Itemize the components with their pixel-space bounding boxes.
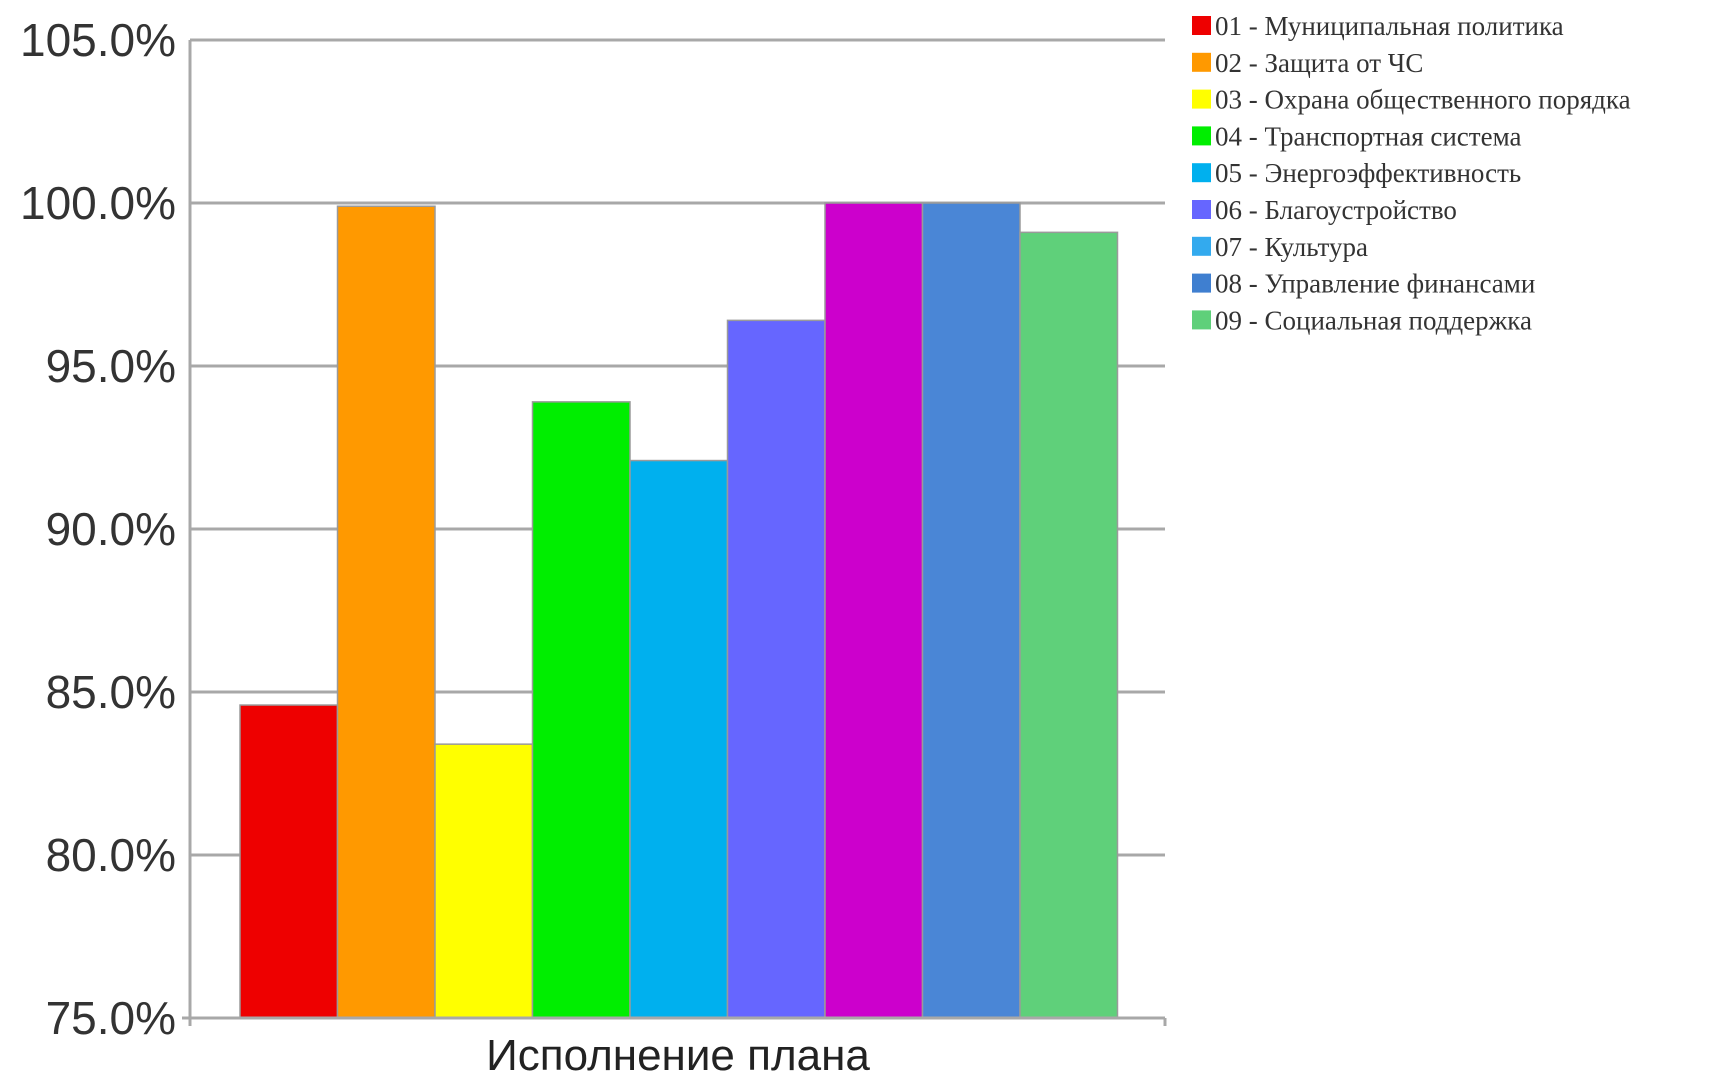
- legend-label: 05 - Энергоэффективность: [1215, 158, 1521, 188]
- y-tick-label: 105.0%: [20, 14, 176, 66]
- legend-swatch: [1192, 236, 1211, 256]
- axes: [182, 40, 1167, 1026]
- legend-label: 07 - Культура: [1215, 232, 1368, 262]
- bar-08: [921, 202, 1021, 1019]
- legend-swatch: [1192, 126, 1211, 146]
- legend-swatch: [1192, 273, 1211, 293]
- bar-01: [239, 704, 339, 1019]
- y-tick-label: 85.0%: [46, 666, 176, 718]
- legend-swatch: [1192, 200, 1211, 219]
- legend-label: 03 - Охрана общественного порядка: [1215, 85, 1631, 115]
- y-tick-label: 100.0%: [20, 177, 176, 229]
- legend-label: 04 - Транспортная система: [1215, 121, 1521, 151]
- bar-05: [629, 459, 729, 1019]
- legend: 01 - Муниципальная политика 02 - Защита о…: [1192, 11, 1631, 335]
- y-tick-label: 80.0%: [46, 829, 176, 881]
- y-tick-label: 75.0%: [46, 992, 176, 1044]
- bar-03: [434, 743, 534, 1019]
- bar-09: [1019, 231, 1119, 1019]
- bar-07: [824, 202, 924, 1019]
- bar-02: [336, 205, 436, 1019]
- legend-label: 02 - Защита от ЧС: [1215, 48, 1423, 78]
- legend-swatch: [1192, 310, 1211, 330]
- legend-swatch: [1192, 52, 1211, 72]
- legend-swatch: [1192, 89, 1211, 109]
- y-tick-label: 95.0%: [46, 340, 176, 392]
- legend-swatch: [1192, 16, 1211, 35]
- legend-label: 01 - Муниципальная политика: [1215, 11, 1564, 41]
- bars: [239, 202, 1119, 1019]
- legend-swatch: [1192, 163, 1211, 183]
- legend-label: 06 - Благоустройство: [1215, 195, 1457, 225]
- y-tick-labels: 75.0% 80.0% 85.0% 90.0% 95.0% 100.0% 105.0%: [20, 14, 176, 1044]
- bar-04: [531, 401, 631, 1019]
- x-axis-title: Исполнение плана: [486, 1031, 870, 1079]
- bar-06: [726, 319, 826, 1019]
- y-tick-label: 90.0%: [46, 503, 176, 555]
- legend-label: 09 - Социальная поддержка: [1215, 305, 1532, 335]
- legend-label: 08 - Управление финансами: [1215, 269, 1535, 299]
